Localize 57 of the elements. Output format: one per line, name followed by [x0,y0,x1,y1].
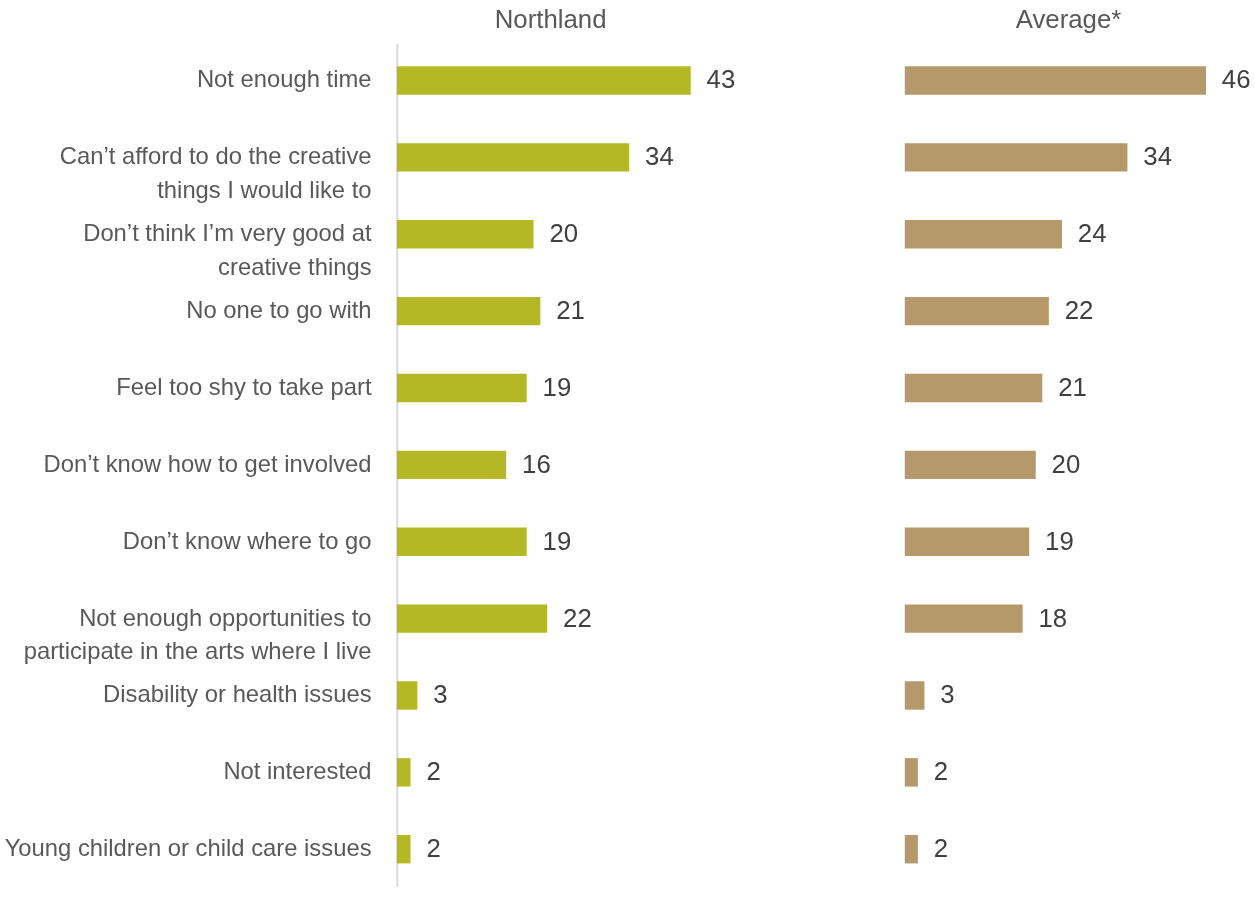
bar [904,296,1049,326]
bar [904,143,1128,172]
data-label: 19 [1045,526,1074,555]
data-label: 2 [426,834,441,863]
data-label: 43 [706,65,736,94]
bar [396,527,527,556]
y-tick-label: Young children or child care issues [4,834,372,862]
bar [904,450,1036,480]
bar [904,758,918,787]
bar [396,66,691,95]
data-label: 34 [645,142,674,171]
data-label: 22 [563,603,592,632]
data-label: 21 [1058,372,1087,401]
chart-title: Average* [1015,5,1122,34]
data-label: 19 [542,372,572,401]
bar [904,66,1206,95]
bar [396,604,548,633]
bar [904,373,1043,403]
y-tick-label: Not enough time [196,65,372,93]
y-tick-label: No one to go with [186,296,372,324]
data-label: 2 [933,757,949,786]
data-label: 34 [1143,142,1172,171]
y-tick-label: Feel too shy to take part [116,372,372,400]
bar [904,220,1062,249]
y-tick-label: Don’t know how to get involved [43,449,372,477]
bar [396,220,534,249]
bar [904,834,918,864]
y-tick-label: Not enough opportunities to participate in the arts where I live [23,603,372,665]
bar [904,527,1030,556]
data-label: 22 [1064,296,1094,325]
data-label: 20 [549,219,579,248]
chart-title: Northland [494,5,607,34]
bar [904,681,925,710]
data-label: 18 [1038,603,1068,632]
bar [396,450,507,480]
data-label: 21 [556,296,585,325]
data-label: 3 [940,680,955,709]
y-tick-label: Can’t afford to do the creative things I would like to [59,142,372,204]
bar [396,143,630,172]
bar [396,834,411,864]
data-label: 20 [1051,449,1081,478]
bar [396,373,527,403]
data-label: 2 [426,757,441,786]
data-label: 3 [433,680,448,709]
data-label: 24 [1077,219,1107,248]
y-tick-label: Don’t think I’m very good at creative things [83,219,372,280]
data-label: 46 [1221,65,1251,94]
bar [396,681,418,710]
y-tick-label: Disability or health issues [103,680,372,708]
data-label: 2 [933,834,949,863]
bar [904,604,1023,633]
bar [396,296,541,326]
data-label: 16 [522,449,551,478]
y-tick-label: Don’t know where to go [122,526,372,554]
y-tick-label: Not interested [223,757,372,785]
data-label: 19 [542,526,572,555]
bar [396,758,411,787]
